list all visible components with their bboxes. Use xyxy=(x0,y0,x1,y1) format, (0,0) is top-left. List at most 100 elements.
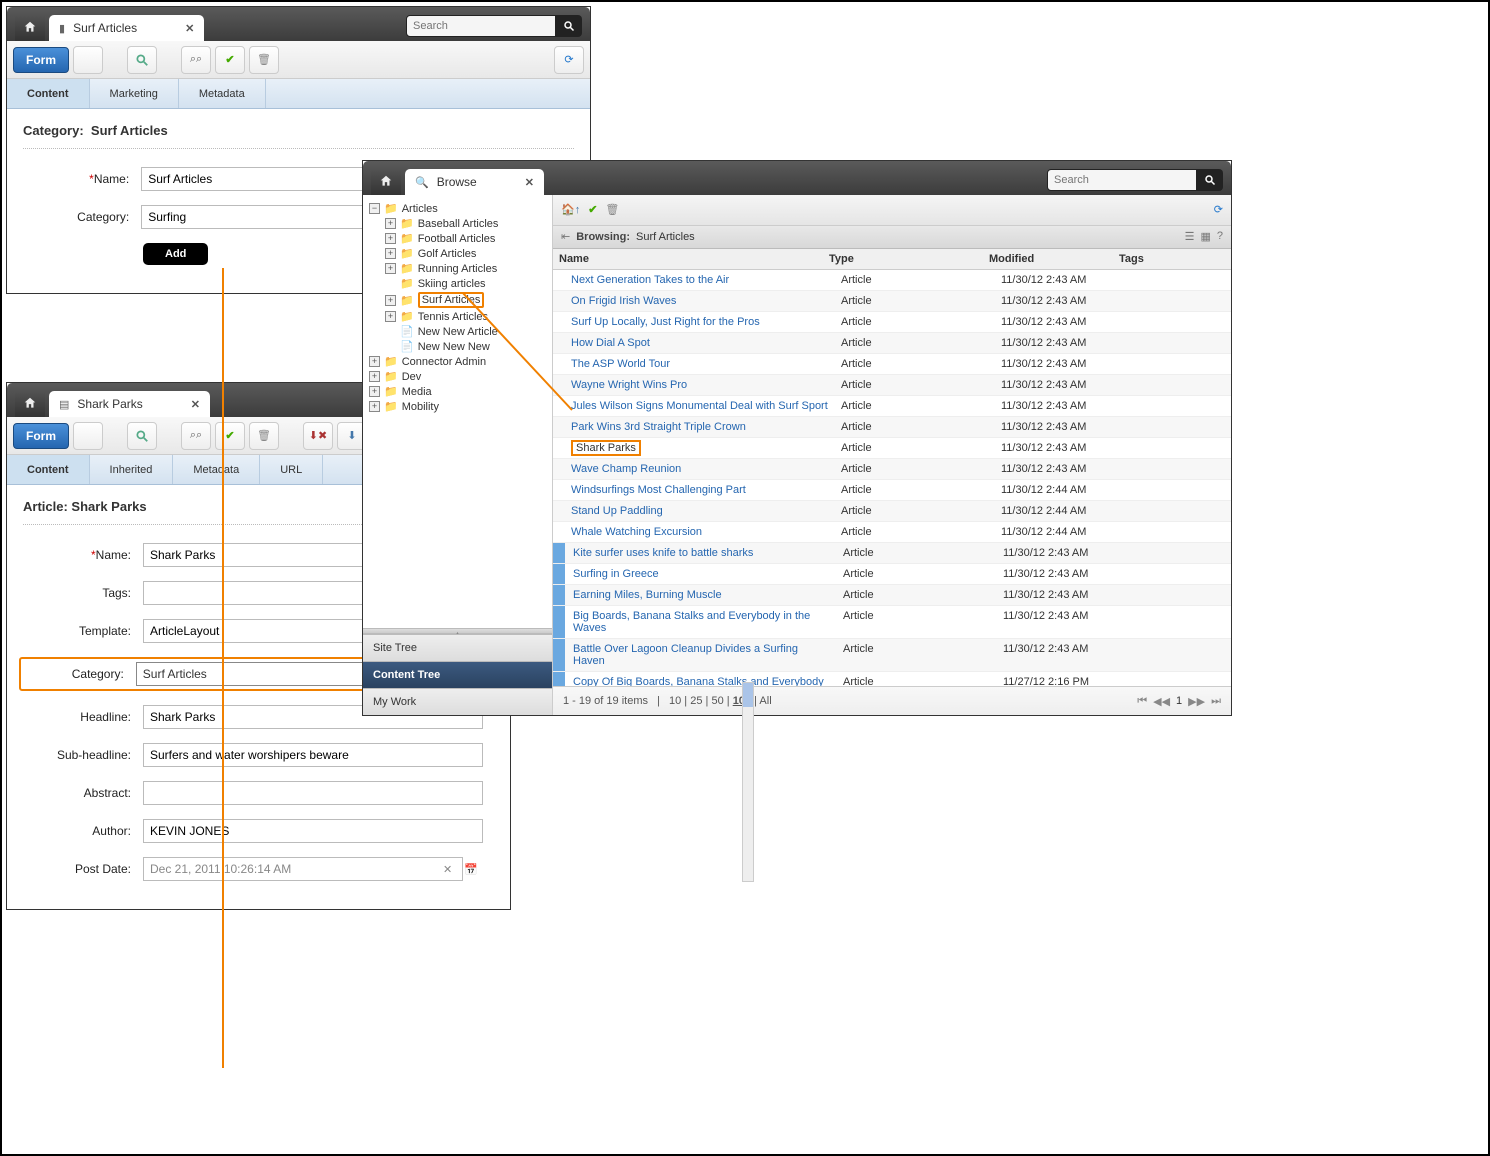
refresh-button[interactable]: ⟳ xyxy=(554,46,584,74)
grid-view-icon[interactable]: ▦ xyxy=(1200,230,1210,243)
pager-first[interactable]: ⏮ xyxy=(1137,695,1147,708)
tree-node[interactable]: +📁Tennis Articles xyxy=(381,309,548,324)
author-input[interactable] xyxy=(143,819,483,843)
tree-node[interactable]: 📄New New Article xyxy=(381,324,548,339)
tree-node[interactable]: +📁Media xyxy=(367,384,548,399)
col-name[interactable]: Name xyxy=(553,249,823,269)
delete-button[interactable]: 🗑 xyxy=(249,422,279,450)
cell-name[interactable]: Stand Up Paddling xyxy=(565,501,835,521)
table-row[interactable]: Wave Champ ReunionArticle11/30/12 2:43 A… xyxy=(553,459,1231,480)
clear-icon[interactable]: ✕ xyxy=(443,863,452,876)
home-button[interactable] xyxy=(15,389,45,417)
cell-name[interactable]: Shark Parks xyxy=(565,438,835,458)
tree-node[interactable]: 📁Skiing articles xyxy=(381,276,548,291)
approve-button[interactable]: ✔ xyxy=(215,422,245,450)
trash-icon[interactable]: 🗑 xyxy=(605,203,619,216)
search-tool-button[interactable] xyxy=(127,422,157,450)
table-row[interactable]: Battle Over Lagoon Cleanup Divides a Sur… xyxy=(553,639,1231,672)
col-tags[interactable]: Tags xyxy=(1113,249,1231,269)
expand-icon[interactable]: + xyxy=(385,295,396,306)
table-row[interactable]: On Frigid Irish WavesArticle11/30/12 2:4… xyxy=(553,291,1231,312)
binoculars-button[interactable]: ⌕⌕ xyxy=(181,46,211,74)
tree-node[interactable]: +📁Golf Articles xyxy=(381,246,548,261)
active-tab[interactable]: 🔍 Browse ✕ xyxy=(405,169,544,195)
close-icon[interactable]: ✕ xyxy=(525,176,534,189)
close-icon[interactable]: ✕ xyxy=(185,22,194,35)
table-row[interactable]: Kite surfer uses knife to battle sharksA… xyxy=(553,543,1231,564)
page-size-option[interactable]: 10 xyxy=(669,695,681,707)
close-icon[interactable]: ✕ xyxy=(191,398,200,411)
pager-next[interactable]: ▶▶ xyxy=(1188,695,1205,708)
tab-content[interactable]: Content xyxy=(7,455,90,484)
search-button[interactable] xyxy=(1197,169,1223,191)
tree-node[interactable]: +📁Baseball Articles xyxy=(381,216,548,231)
cell-name[interactable]: The ASP World Tour xyxy=(565,354,835,374)
cell-name[interactable]: Battle Over Lagoon Cleanup Divides a Sur… xyxy=(567,639,837,671)
approve-button[interactable]: ✔ xyxy=(215,46,245,74)
expand-icon[interactable]: + xyxy=(369,356,380,367)
tree-node[interactable]: +📁Running Articles xyxy=(381,261,548,276)
table-row[interactable]: Big Boards, Banana Stalks and Everybody … xyxy=(553,606,1231,639)
tree-node-root[interactable]: − 📁 Articles xyxy=(367,201,548,216)
active-tab[interactable]: ▮ Surf Articles ✕ xyxy=(49,15,204,41)
refresh-button[interactable]: ⟳ xyxy=(1214,203,1223,216)
cell-name[interactable]: Next Generation Takes to the Air xyxy=(565,270,835,290)
home-up-icon[interactable]: 🏠↑ xyxy=(561,203,580,216)
tab-metadata[interactable]: Metadata xyxy=(173,455,260,484)
add-button[interactable]: Add xyxy=(143,243,208,265)
expand-icon[interactable]: + xyxy=(385,248,396,259)
scrollbar[interactable] xyxy=(742,682,754,882)
cell-name[interactable]: Surfing in Greece xyxy=(567,564,837,584)
dock-icon[interactable]: ⇤ xyxy=(561,230,570,243)
tree-node[interactable]: +📁Dev xyxy=(367,369,548,384)
page-size-option[interactable]: 25 xyxy=(690,695,702,707)
expand-icon[interactable]: + xyxy=(385,311,396,322)
abstract-input[interactable] xyxy=(143,781,483,805)
table-row[interactable]: The ASP World TourArticle11/30/12 2:43 A… xyxy=(553,354,1231,375)
cell-name[interactable]: Wayne Wright Wins Pro xyxy=(565,375,835,395)
active-tab[interactable]: ▤ Shark Parks ✕ xyxy=(49,391,210,417)
tab-url[interactable]: URL xyxy=(260,455,323,484)
table-row[interactable]: Jules Wilson Signs Monumental Deal with … xyxy=(553,396,1231,417)
toolbar-blank-button[interactable] xyxy=(73,46,103,74)
help-icon[interactable]: ? xyxy=(1217,230,1223,243)
table-row[interactable]: Windsurfings Most Challenging PartArticl… xyxy=(553,480,1231,501)
table-row[interactable]: Earning Miles, Burning MuscleArticle11/3… xyxy=(553,585,1231,606)
cell-name[interactable]: Wave Champ Reunion xyxy=(565,459,835,479)
search-input[interactable] xyxy=(406,15,556,37)
postdate-input[interactable] xyxy=(143,857,463,881)
tab-content[interactable]: Content xyxy=(7,79,90,108)
table-row[interactable]: Whale Watching ExcursionArticle11/30/12 … xyxy=(553,522,1231,543)
cell-name[interactable]: Park Wins 3rd Straight Triple Crown xyxy=(565,417,835,437)
table-row[interactable]: Stand Up PaddlingArticle11/30/12 2:44 AM xyxy=(553,501,1231,522)
form-button[interactable]: Form xyxy=(13,423,69,449)
tree-node[interactable]: 📄New New New xyxy=(381,339,548,354)
cell-name[interactable]: Whale Watching Excursion xyxy=(565,522,835,542)
cell-name[interactable]: Surf Up Locally, Just Right for the Pros xyxy=(565,312,835,332)
home-button[interactable] xyxy=(371,167,401,195)
cell-name[interactable]: Copy Of Big Boards, Banana Stalks and Ev… xyxy=(567,672,837,687)
search-button[interactable] xyxy=(556,15,582,37)
approve-icon[interactable]: ✔ xyxy=(588,203,597,216)
tab-metadata[interactable]: Metadata xyxy=(179,79,266,108)
cell-name[interactable]: Kite surfer uses knife to battle sharks xyxy=(567,543,837,563)
tree-node[interactable]: +📁Connector Admin xyxy=(367,354,548,369)
cell-name[interactable]: Jules Wilson Signs Monumental Deal with … xyxy=(565,396,835,416)
table-row[interactable]: Park Wins 3rd Straight Triple CrownArtic… xyxy=(553,417,1231,438)
subheadline-input[interactable] xyxy=(143,743,483,767)
collapse-icon[interactable]: − xyxy=(369,203,380,214)
table-row[interactable]: Copy Of Big Boards, Banana Stalks and Ev… xyxy=(553,672,1231,687)
col-type[interactable]: Type xyxy=(823,249,983,269)
col-modified[interactable]: Modified xyxy=(983,249,1113,269)
tree-tab-mywork[interactable]: My Work xyxy=(363,688,552,715)
cell-name[interactable]: On Frigid Irish Waves xyxy=(565,291,835,311)
tree-node[interactable]: +📁Football Articles xyxy=(381,231,548,246)
pager-prev[interactable]: ◀◀ xyxy=(1153,695,1170,708)
page-size-option[interactable]: 50 xyxy=(711,695,723,707)
unpublish-button[interactable]: ⬇✖ xyxy=(303,422,333,450)
expand-icon[interactable]: + xyxy=(369,371,380,382)
table-row[interactable]: Wayne Wright Wins ProArticle11/30/12 2:4… xyxy=(553,375,1231,396)
pager-last[interactable]: ⏭ xyxy=(1211,695,1221,708)
table-row[interactable]: Surf Up Locally, Just Right for the Pros… xyxy=(553,312,1231,333)
table-row[interactable]: Shark ParksArticle11/30/12 2:43 AM xyxy=(553,438,1231,459)
